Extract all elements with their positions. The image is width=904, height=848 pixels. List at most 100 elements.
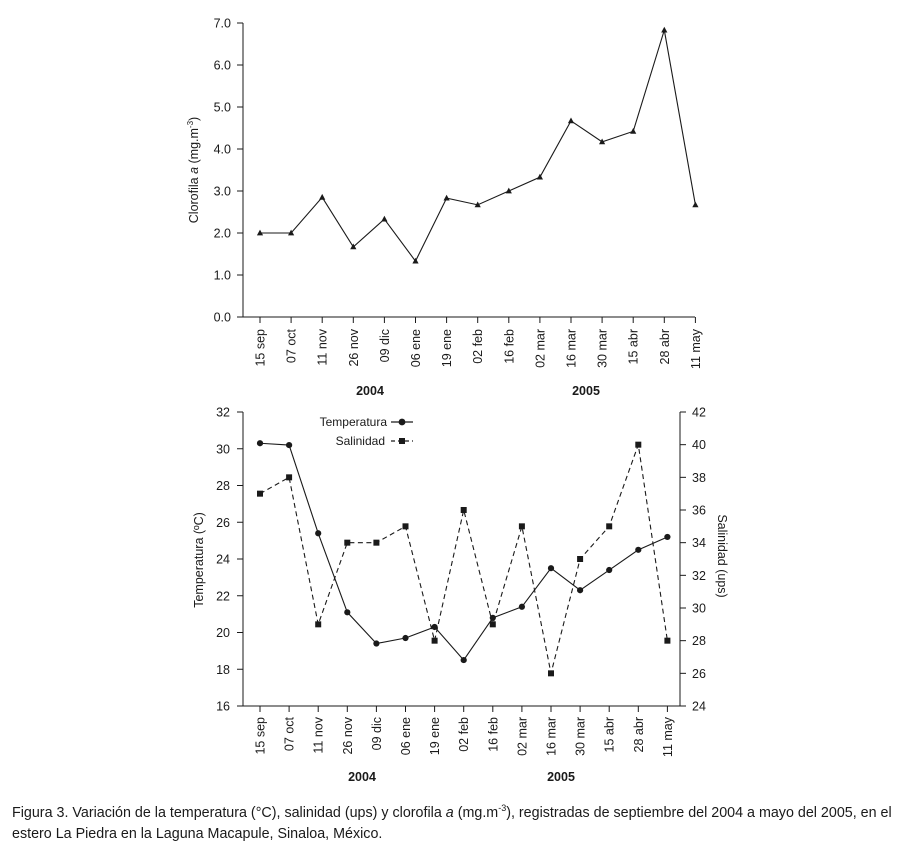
bottom-year-label-2004: 2004 [348, 770, 376, 784]
temperatura-point [344, 609, 351, 616]
top-x-tick-label: 02 mar [533, 329, 547, 368]
bottom-x-tick-label: 28 abr [632, 717, 646, 752]
bottom-x-tick-label: 15 sep [254, 717, 268, 755]
top-y-tick-label: 1.0 [214, 269, 231, 283]
figure-caption: Figura 3. Variación de la temperatura (°… [12, 798, 897, 845]
salinidad-point [460, 507, 467, 513]
chlorophyll-point [536, 173, 543, 180]
top-x-tick-label: 11 nov [316, 328, 330, 365]
top-year-label-2005: 2005 [572, 384, 600, 398]
bottom-left-y-tick-label: 30 [216, 442, 230, 456]
legend-label-temperatura: Temperatura [320, 415, 388, 429]
top-series-group [256, 26, 699, 264]
bottom-left-y-ticks: 16 18 20 22 24 26 28 30 32 [216, 406, 243, 714]
bottom-x-tick-label: 09 dic [370, 717, 384, 750]
salinidad-point [664, 637, 671, 644]
top-y-tick-label: 2.0 [214, 227, 231, 241]
bottom-right-y-tick-label: 42 [692, 406, 706, 420]
top-x-tick-label: 30 mar [596, 329, 610, 368]
chlorophyll-point [661, 26, 668, 33]
top-y-tick-label: 0.0 [214, 311, 231, 325]
bottom-year-label-2005: 2005 [547, 770, 575, 784]
bottom-right-y-axis-label: Salinidad (ups) [715, 514, 729, 597]
chlorophyll-point [474, 201, 481, 208]
temperatura-point [256, 440, 264, 447]
temperatura-point [286, 441, 293, 449]
top-x-tick-label: 02 feb [471, 329, 485, 364]
salinidad-point [606, 523, 613, 530]
temperatura-series-line [259, 442, 668, 661]
salinidad-point [344, 539, 351, 546]
temperatura-point [431, 623, 438, 631]
temperatura-point [460, 656, 467, 664]
chlorophyll-series-line [260, 29, 696, 263]
salinidad-series-line [259, 444, 668, 674]
top-year-label-2004: 2004 [356, 384, 384, 398]
legend-marker-temperatura [398, 418, 406, 426]
top-x-tick-label: 07 oct [285, 328, 299, 363]
bottom-x-tick-label: 19 ene [428, 717, 442, 755]
bottom-left-y-tick-label: 24 [216, 553, 230, 567]
salinidad-point [489, 621, 496, 628]
chlorophyll-point [630, 127, 637, 134]
bottom-x-ticks: 15 sep 07 oct 11 nov 26 nov 09 dic 06 ene 19 e… [254, 706, 675, 757]
bottom-right-y-tick-label: 32 [692, 569, 706, 583]
salinidad-point [402, 523, 409, 530]
top-y-tick-label: 4.0 [214, 143, 231, 157]
salinidad-point [315, 621, 322, 628]
top-y-tick-label: 5.0 [214, 101, 231, 115]
salinidad-point [518, 523, 525, 530]
bottom-right-y-tick-label: 24 [692, 700, 706, 714]
chlorophyll-point [350, 243, 357, 250]
bottom-left-y-axis-label: Temperatura (ºC) [192, 512, 206, 608]
salinidad-point [431, 637, 438, 644]
bottom-x-tick-label: 07 oct [283, 716, 297, 751]
bottom-x-tick-label: 16 feb [486, 717, 500, 752]
bottom-x-tick-label: 11 may [661, 716, 675, 757]
chlorophyll-point [692, 201, 699, 208]
salinidad-point [577, 556, 584, 562]
figure-canvas: 0.0 1.0 2.0 3.0 4.0 5.0 6.0 7.0 15 sep 07 oct 11 … [186, 17, 729, 785]
temperatura-point [373, 640, 380, 647]
top-x-tick-label: 11 may [689, 328, 703, 369]
chlorophyll-point [319, 193, 326, 200]
bottom-right-y-tick-label: 30 [692, 602, 706, 616]
top-y-tick-label: 3.0 [214, 185, 231, 199]
bottom-right-y-tick-label: 36 [692, 504, 706, 518]
caption-part-1: Figura 3. Variación de la temperatura (°… [12, 804, 446, 821]
bottom-right-y-tick-label: 34 [692, 536, 706, 550]
bottom-right-y-ticks: 24 26 28 30 32 34 36 38 40 42 [680, 406, 706, 714]
temperatura-point [664, 533, 671, 541]
top-x-tick-label: 15 sep [254, 329, 268, 367]
bottom-x-tick-label: 02 feb [457, 717, 471, 752]
salinidad-point [548, 670, 554, 677]
chlorophyll-point [412, 257, 419, 264]
bottom-series-group [256, 440, 671, 677]
chlorophyll-point [567, 117, 575, 124]
top-x-ticks: 15 sep 07 oct 11 nov 26 nov 09 dic 06 ene 19 e… [254, 317, 703, 369]
caption-superscript: -3 [498, 803, 507, 813]
bottom-left-y-tick-label: 22 [216, 589, 230, 603]
top-x-tick-label: 16 mar [565, 329, 579, 368]
top-x-tick-label: 26 nov [347, 328, 361, 366]
temperatura-point [518, 603, 526, 610]
top-y-ticks: 0.0 1.0 2.0 3.0 4.0 5.0 6.0 7.0 [214, 17, 243, 325]
chlorophyll-point [443, 194, 450, 201]
bottom-x-tick-label: 26 nov [341, 716, 355, 754]
bottom-left-y-tick-label: 20 [216, 626, 230, 640]
bottom-x-tick-label: 06 ene [399, 717, 413, 755]
caption-italic: a [445, 804, 454, 821]
top-y-axis-label: Clorofila a (mg.m-3) [186, 117, 201, 223]
chlorophyll-point [256, 229, 264, 236]
bottom-x-tick-label: 30 mar [574, 717, 588, 756]
salinidad-point [635, 441, 642, 448]
chlorophyll-point [381, 215, 388, 222]
bottom-x-tick-label: 15 abr [603, 717, 617, 752]
bottom-right-y-tick-label: 40 [692, 438, 706, 452]
legend: Temperatura Salinidad [320, 415, 413, 448]
temperatura-point [547, 565, 555, 572]
bottom-x-tick-label: 16 mar [545, 717, 559, 756]
salinidad-point [286, 474, 293, 481]
salinidad-point [257, 490, 263, 497]
